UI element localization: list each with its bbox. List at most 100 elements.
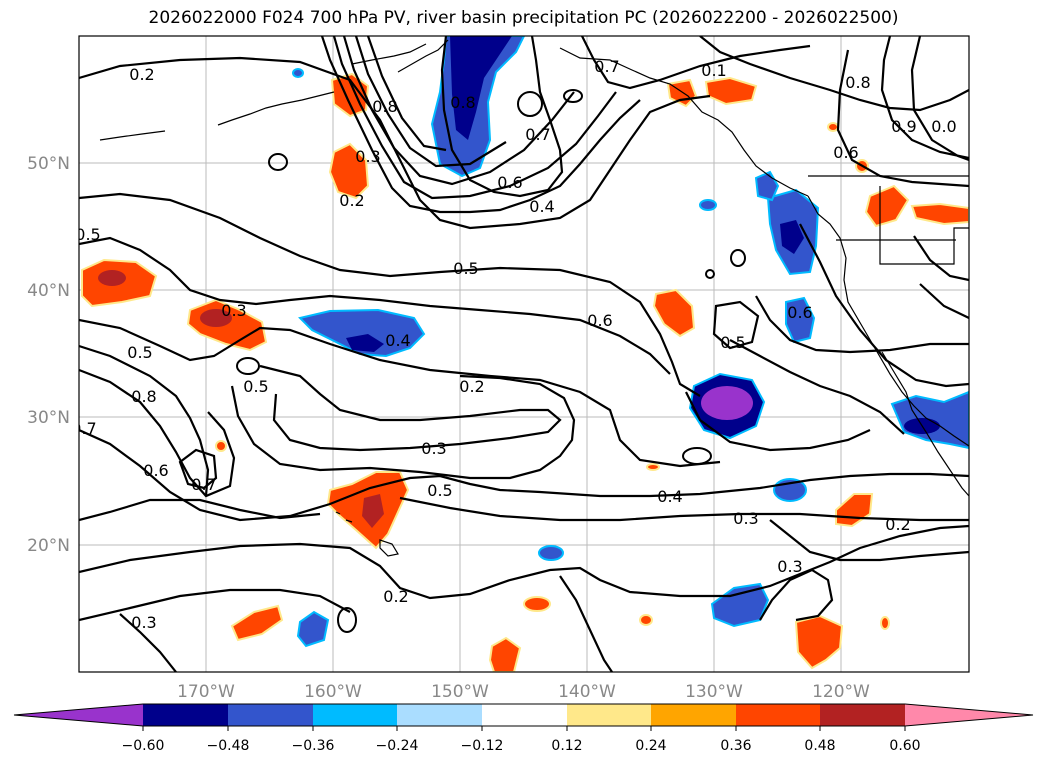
contour-northeast-1 (581, 36, 811, 90)
contour-labels: 0.2 0.7 0.1 0.8 0.8 0.8 0.9 0.3 0.2 0.7 … (71, 57, 957, 632)
contour-east-4 (685, 391, 871, 452)
longitude-labels: 170°W 160°W 150°W 140°W 130°W 120°W (177, 682, 870, 702)
contour-label-29: 0.4 (657, 487, 682, 506)
colorbar-extend-low (14, 704, 143, 726)
latitude-labels: 50°N 40°N 30°N 20°N (27, 154, 70, 556)
lat-label-30n: 30°N (27, 408, 70, 428)
contour-east-cell (712, 300, 760, 350)
neg-area-gulf-core (450, 36, 512, 140)
contour-label-30: 0.3 (733, 509, 758, 528)
pos-area-interior (864, 184, 910, 228)
colorbar-bin-3 (313, 704, 397, 726)
colorbar-bin-8 (736, 704, 820, 726)
neg-area-offshore-tiny (699, 199, 717, 211)
colorbar-extend-high (905, 704, 1033, 726)
contour-label-8: 0.3 (355, 147, 380, 166)
colorbar-bin-6 (567, 704, 651, 726)
map-plot-area: 0.2 0.7 0.1 0.8 0.8 0.8 0.9 0.3 0.2 0.7 … (71, 36, 969, 672)
pos-area-small-3 (639, 614, 653, 626)
contour-label-31: 0.2 (885, 515, 910, 534)
contour-label-34: 0.3 (131, 613, 156, 632)
neg-area-bc-core (780, 220, 804, 254)
colorbar-tick-label-6: 0.12 (551, 738, 582, 754)
neg-area-central-band (298, 308, 426, 358)
contour-label-23: 0.8 (131, 387, 156, 406)
contour-polar-6 (366, 36, 447, 152)
contour-subtropical-1 (259, 364, 562, 452)
contour-tropical-3 (119, 568, 834, 672)
neg-area-california (785, 296, 816, 344)
pos-area-west-central-core (200, 309, 232, 327)
contour-label-6: 0.8 (845, 73, 870, 92)
contour-label-22: 0.5 (243, 377, 268, 396)
contour-subtropical-3 (79, 428, 969, 522)
map-title: 2026022000 F024 700 hPa PV, river basin … (148, 8, 899, 28)
colorbar-tick-label-5: −0.12 (461, 738, 504, 754)
contour-polar-1 (79, 56, 711, 230)
contour-cell-7 (682, 447, 712, 465)
colorbar-tick-label-8: 0.36 (720, 738, 751, 754)
colorbar-bin-5 (482, 704, 567, 726)
contour-label-13: 0.6 (833, 143, 858, 162)
lat-label-20n: 20°N (27, 536, 70, 556)
neg-area-central-core (346, 334, 384, 352)
contour-midlat-2 (79, 236, 671, 375)
lat-label-40n: 40°N (27, 281, 70, 301)
contour-label-20: 0.5 (720, 333, 745, 352)
contour-polar-2 (320, 36, 641, 214)
neg-area-bc-north (754, 170, 780, 202)
pv-small-contours (236, 89, 746, 633)
pos-area-interior-east (910, 202, 969, 226)
contour-label-28: 0.5 (427, 481, 452, 500)
coast-bc-washington (807, 195, 969, 447)
contour-label-25: 0.6 (143, 461, 168, 480)
contour-east-1 (755, 295, 969, 354)
lat-label-50n: 50°N (27, 154, 70, 174)
coast-baja (881, 351, 969, 497)
contour-label-12: 0.4 (529, 197, 554, 216)
pos-area-small-4 (880, 616, 890, 630)
contour-west-eddy (79, 368, 236, 498)
lon-label-150w: 150°W (431, 682, 489, 702)
lon-label-140w: 140°W (558, 682, 616, 702)
gridlines (79, 36, 969, 672)
colorbar-ticks (142, 726, 906, 731)
pos-area-south-1 (230, 604, 284, 642)
contour-northeast-5 (836, 49, 969, 188)
contour-cell-1 (268, 153, 288, 171)
contour-midlat-1 (79, 192, 701, 397)
colorbar-tick-label-3: −0.36 (292, 738, 335, 754)
contour-midlat-3 (79, 318, 721, 468)
contour-cell-5 (705, 269, 715, 279)
contour-label-5: 0.8 (450, 93, 475, 112)
lon-label-170w: 170°W (177, 682, 235, 702)
contour-cell-3 (563, 89, 583, 103)
contour-label-7: 0.9 (891, 117, 916, 136)
pos-area-subtropics-core (362, 494, 384, 528)
contour-label-9: 0.2 (339, 191, 364, 210)
neg-area-southwest (296, 610, 330, 648)
precip-negative-areas (292, 36, 969, 648)
contour-northeast-2 (699, 36, 969, 112)
contour-label-1: 0.2 (129, 65, 154, 84)
contour-label-24: 0.7 (71, 419, 96, 438)
colorbar-tick-label-1: −0.60 (122, 738, 165, 754)
contour-label-36: 0.0 (931, 117, 956, 136)
coast-alaska-peninsula (397, 39, 809, 197)
colorbar-tick-label-4: −0.24 (376, 738, 419, 754)
contour-label-27: 0.3 (421, 439, 446, 458)
contour-label-33: 0.2 (383, 587, 408, 606)
lon-label-160w: 160°W (304, 682, 362, 702)
contour-midlat-4 (79, 344, 210, 497)
colorbar: −0.60 −0.48 −0.36 −0.24 −0.12 0.12 0.24 … (13, 703, 1034, 754)
contour-label-17: 0.4 (385, 331, 410, 350)
contour-tropical-2 (79, 575, 613, 672)
contour-subtropical-2 (230, 374, 576, 480)
contour-label-11: 0.6 (497, 173, 522, 192)
pos-area-small-1 (215, 440, 227, 452)
contour-label-19: 0.6 (587, 311, 612, 330)
colorbar-bin-2 (228, 704, 313, 726)
neg-area-southeast (710, 582, 770, 628)
coastlines (99, 39, 969, 557)
contour-cell-2 (517, 91, 543, 117)
